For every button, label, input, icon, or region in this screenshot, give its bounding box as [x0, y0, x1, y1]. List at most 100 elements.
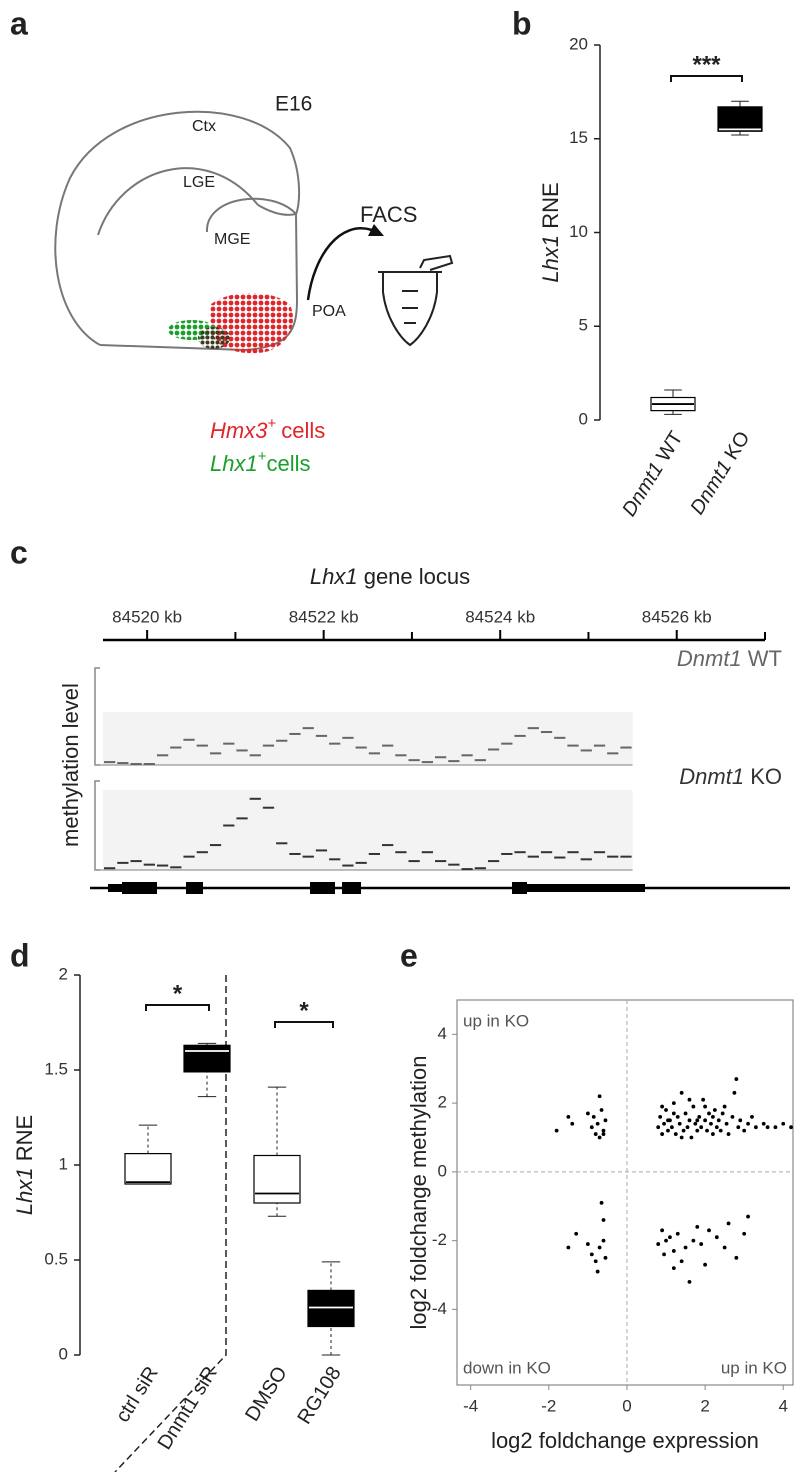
point: [709, 1121, 713, 1126]
point: [662, 1252, 666, 1257]
point: [679, 1135, 684, 1140]
point: [597, 1135, 602, 1140]
panel-label: c: [10, 534, 28, 570]
y-tick-label: 1: [59, 1154, 68, 1173]
point: [711, 1114, 715, 1119]
point: [695, 1118, 700, 1123]
y-tick-label: 4: [438, 1024, 447, 1043]
arrow-head: [368, 224, 384, 236]
significance-bracket: [274, 1021, 334, 1028]
superscript: +: [267, 415, 276, 432]
y-tick-label: 2: [438, 1093, 447, 1112]
label-rest: KO: [744, 764, 782, 789]
box: [183, 1044, 231, 1073]
point: [664, 1238, 668, 1243]
point: [689, 1135, 694, 1140]
y-axis-label: methylation level: [58, 683, 83, 847]
point: [703, 1118, 707, 1123]
point: [691, 1104, 696, 1109]
y-tick-label: 10: [569, 222, 588, 241]
exon: [108, 884, 124, 892]
x-tick-label: -4: [463, 1396, 478, 1415]
y-tick-label: -4: [432, 1299, 447, 1318]
legend-text: cells: [266, 451, 310, 476]
point: [746, 1121, 750, 1126]
exon: [512, 882, 527, 894]
point: [703, 1104, 707, 1109]
x-tick-label: DMSO: [241, 1363, 291, 1426]
point: [732, 1090, 737, 1095]
point: [683, 1111, 688, 1116]
gene-name: Lhx1: [12, 1167, 37, 1215]
region-label: MGE: [214, 231, 250, 248]
x-tick-label: 0: [622, 1396, 631, 1415]
y-tick-label: 2: [59, 964, 68, 983]
point: [765, 1125, 770, 1130]
box: [124, 1152, 172, 1185]
region-label: Ctx: [192, 118, 216, 135]
point: [679, 1090, 684, 1095]
point: [677, 1121, 682, 1126]
panel-label: b: [512, 5, 532, 41]
point: [656, 1242, 661, 1246]
x-tick-label: RG108: [293, 1363, 345, 1428]
overlap-cells: [198, 327, 230, 349]
point: [660, 1104, 665, 1109]
x-axis-label: log2 foldchange expression: [491, 1428, 759, 1453]
method-label: FACS: [360, 202, 417, 227]
x-tick-label: 4: [778, 1396, 787, 1415]
point: [671, 1266, 676, 1271]
tube: [378, 254, 454, 347]
panel-label: e: [400, 937, 418, 973]
point: [742, 1231, 747, 1236]
significance-bracket: [145, 1004, 210, 1011]
gene-name: Dnmt1: [677, 646, 742, 671]
quadrant-label: up in KO: [721, 1358, 787, 1377]
point: [666, 1118, 670, 1123]
point: [726, 1132, 731, 1136]
point: [603, 1118, 608, 1123]
significance-bracket: [670, 75, 743, 82]
point: [720, 1111, 725, 1116]
box: [307, 1289, 355, 1328]
point: [722, 1245, 727, 1250]
panel-title: Lhx1 gene locus: [310, 564, 470, 589]
point: [742, 1128, 747, 1133]
point: [660, 1132, 665, 1136]
gene: Hmx3: [210, 418, 268, 443]
point: [673, 1132, 678, 1136]
box: [717, 106, 763, 132]
point: [603, 1255, 608, 1260]
point: [656, 1125, 661, 1130]
x-tick-label: Dnmt1 KO: [687, 428, 755, 519]
point: [716, 1118, 721, 1123]
point: [668, 1235, 672, 1240]
point: [585, 1111, 590, 1116]
label-rest: RNE: [12, 1115, 37, 1168]
x-tick-label: 84520 kb: [112, 607, 182, 626]
significance-label: ***: [692, 51, 721, 78]
gene-name: Dnmt1: [618, 459, 668, 521]
point: [724, 1121, 729, 1126]
exon: [186, 882, 203, 894]
legend-entry: Lhx1+cells: [210, 448, 311, 476]
significance-label: *: [173, 980, 183, 1007]
x-tick-label: -2: [541, 1396, 556, 1415]
point: [601, 1238, 606, 1243]
exon: [310, 882, 335, 894]
exon: [527, 884, 645, 892]
track-label: Dnmt1 WT: [677, 646, 782, 671]
x-tick-label: 2: [700, 1396, 709, 1415]
y-tick-label: 0: [59, 1344, 68, 1363]
y-tick-label: 0.5: [44, 1249, 68, 1268]
y-tick-label: 1.5: [44, 1059, 68, 1078]
panel-label: a: [10, 5, 28, 41]
point: [589, 1125, 594, 1130]
point: [753, 1125, 758, 1130]
track-shade: [103, 790, 633, 870]
gene-name: Dnmt1: [679, 764, 744, 789]
point: [736, 1125, 741, 1130]
point: [701, 1097, 706, 1102]
point: [699, 1242, 704, 1246]
label-rest: RNE: [538, 182, 563, 235]
